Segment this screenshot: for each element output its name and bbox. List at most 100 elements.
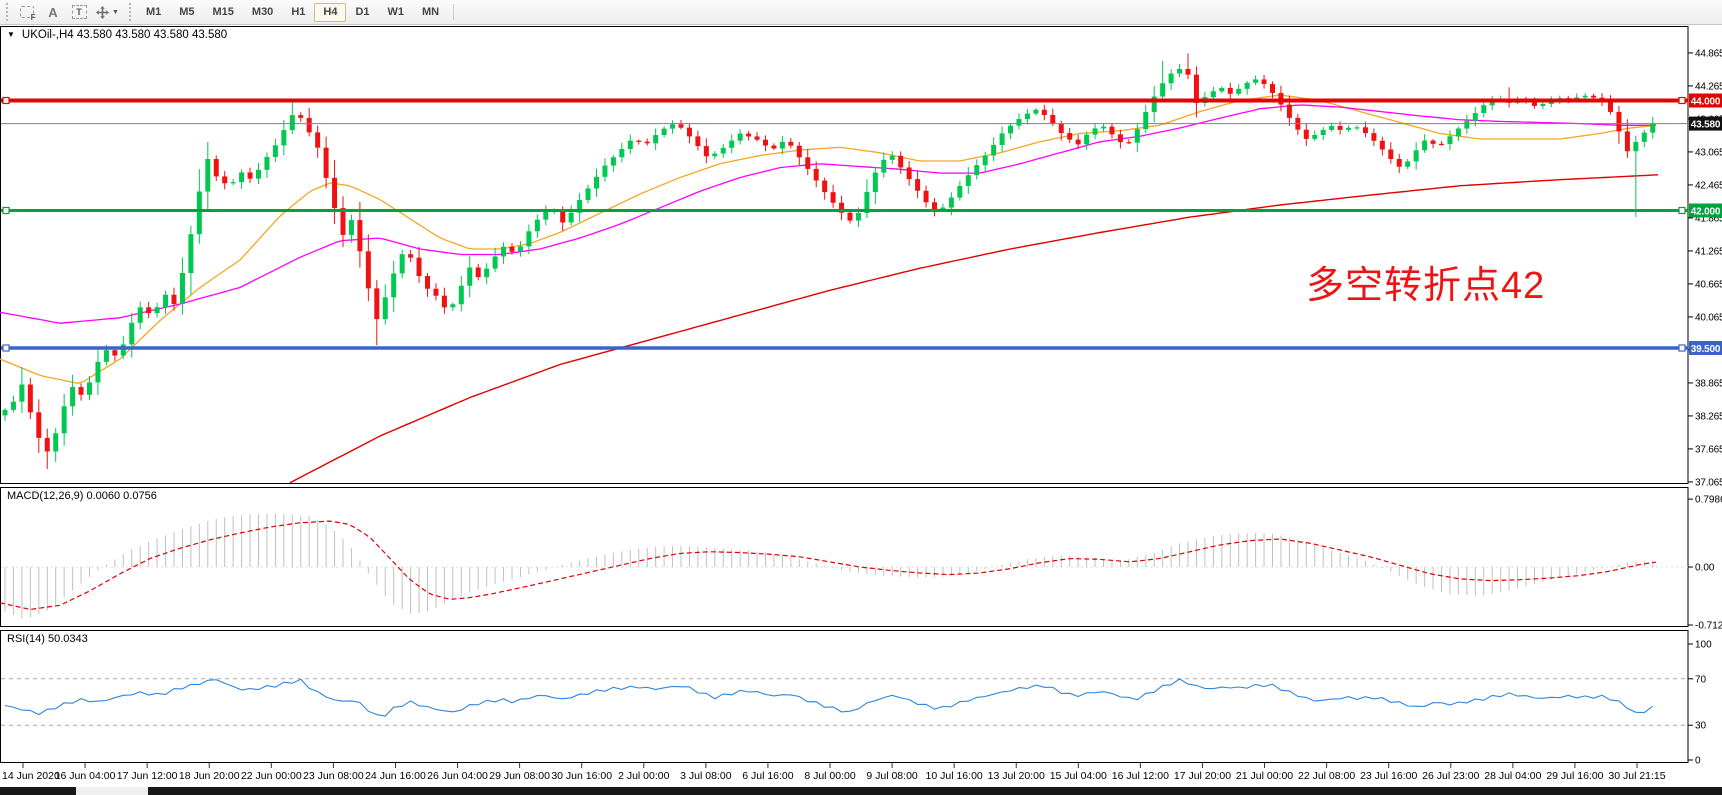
- timeframe-button-h1[interactable]: H1: [282, 3, 314, 22]
- bottom-strip-tab[interactable]: [76, 787, 148, 795]
- time-axis-label: 23 Jul 16:00: [1360, 770, 1417, 782]
- time-axis-label: 16 Jun 04:00: [55, 770, 116, 782]
- price-tag-39.500: 39.500: [1689, 341, 1722, 355]
- chart-symbol-title[interactable]: ▼ UKOil-,H4 43.580 43.580 43.580 43.580: [7, 29, 227, 41]
- time-axis-label: 29 Jul 16:00: [1546, 770, 1603, 782]
- svg-text:41.265: 41.265: [1695, 246, 1722, 257]
- time-axis-label: 22 Jun 00:00: [241, 770, 302, 782]
- macd-indicator-label: MACD(12,26,9) 0.0060 0.0756: [7, 490, 157, 502]
- price-chart-svg[interactable]: 44.86544.26543.66543.06542.46541.86541.2…: [0, 25, 1722, 795]
- svg-text:44.865: 44.865: [1695, 48, 1722, 59]
- time-axis-label: 29 Jun 08:00: [489, 770, 550, 782]
- macd-panel-frame: [0, 487, 1689, 627]
- rsi-axis: 100 70 30 0: [1688, 640, 1712, 767]
- time-axis-label: 26 Jul 23:00: [1422, 770, 1479, 782]
- font-tool-icon: A: [48, 4, 58, 20]
- time-axis-label: 6 Jul 16:00: [742, 770, 794, 782]
- frame-tool-icon: F: [19, 5, 36, 22]
- hline-handle[interactable]: [2, 344, 10, 352]
- svg-text:42.465: 42.465: [1695, 180, 1722, 191]
- text-tool-button[interactable]: T: [66, 2, 92, 23]
- rsi-indicator-label: RSI(14) 50.0343: [7, 633, 88, 645]
- svg-text:0.7986: 0.7986: [1695, 495, 1722, 506]
- timeframe-button-d1[interactable]: D1: [346, 3, 378, 22]
- rsi-panel-frame: [0, 630, 1689, 763]
- symbol-ohlc-text: UKOil-,H4 43.580 43.580 43.580 43.580: [21, 29, 228, 41]
- svg-text:38.265: 38.265: [1695, 411, 1722, 422]
- rsi-layer: [1, 678, 1688, 726]
- hline-handle[interactable]: [1678, 344, 1686, 352]
- time-axis-label: 15 Jul 04:00: [1050, 770, 1107, 782]
- svg-text:37.065: 37.065: [1695, 477, 1722, 488]
- ma-mid-line: [0, 94, 1657, 384]
- svg-text:40.065: 40.065: [1695, 312, 1722, 323]
- hline-handle[interactable]: [2, 206, 10, 215]
- font-tool-button[interactable]: A: [40, 2, 66, 23]
- time-axis-label: 10 Jul 16:00: [926, 770, 983, 782]
- chart-annotation-text: 多空转折点42: [1306, 265, 1546, 307]
- hline-handle[interactable]: [2, 96, 10, 105]
- hline-handle[interactable]: [1678, 96, 1686, 105]
- timeframe-button-h4[interactable]: H4: [314, 2, 347, 22]
- time-axis-label: 30 Jul 21:15: [1608, 770, 1665, 782]
- ma-fast-line: [0, 104, 1656, 324]
- main-panel-frame: [0, 26, 1689, 484]
- time-axis-label: 13 Jul 20:00: [988, 770, 1045, 782]
- price-axis: 44.86544.26543.66543.06542.46541.86541.2…: [1688, 48, 1722, 488]
- svg-text:41.865: 41.865: [1695, 213, 1722, 224]
- svg-text:30: 30: [1695, 721, 1707, 732]
- svg-text:-0.7124: -0.7124: [1695, 621, 1722, 632]
- toolbar-separator: [453, 4, 455, 20]
- candles-layer: [2, 53, 1656, 469]
- time-axis-label: 9 Jul 08:00: [866, 770, 918, 782]
- time-axis-label: 17 Jun 12:00: [117, 770, 178, 782]
- rsi-line: [4, 678, 1654, 717]
- time-axis-label: 17 Jul 20:00: [1174, 770, 1231, 782]
- svg-text:0: 0: [1695, 756, 1701, 767]
- time-axis-label: 22 Jul 08:00: [1298, 770, 1355, 782]
- bid-price-tag: 43.580: [1689, 116, 1722, 131]
- ma-slow-line: [289, 174, 1659, 484]
- svg-text:42.000: 42.000: [1691, 206, 1721, 217]
- drawing-tools-dropdown[interactable]: ▼: [92, 2, 123, 23]
- timeframe-button-mn[interactable]: MN: [413, 3, 448, 22]
- svg-text:44.265: 44.265: [1695, 81, 1722, 92]
- svg-text:44.000: 44.000: [1691, 96, 1721, 107]
- svg-text:0.00: 0.00: [1695, 563, 1715, 574]
- time-axis-label: 30 Jun 16:00: [551, 770, 612, 782]
- hline-handle[interactable]: [1678, 206, 1686, 215]
- svg-text:100: 100: [1695, 640, 1712, 651]
- timeframe-toolbar: M1 M5 M15 M30 H1 H4 D1 W1 MN: [137, 2, 448, 22]
- toolbar-grip-2[interactable]: [128, 3, 131, 21]
- time-axis-label: 24 Jun 16:00: [365, 770, 426, 782]
- macd-signal-line: [0, 520, 1657, 611]
- move-arrows-icon: [96, 5, 109, 19]
- svg-text:37.665: 37.665: [1695, 444, 1722, 455]
- svg-text:40.665: 40.665: [1695, 279, 1722, 290]
- frame-tool-button[interactable]: F: [14, 2, 40, 23]
- svg-text:39.500: 39.500: [1691, 344, 1721, 355]
- time-axis-label: 2 Jul 00:00: [618, 770, 670, 782]
- time-axis-label: 21 Jul 00:00: [1236, 770, 1293, 782]
- time-axis-label: 8 Jul 00:00: [804, 770, 856, 782]
- time-axis-label: 3 Jul 08:00: [680, 770, 732, 782]
- timeframe-button-m30[interactable]: M30: [243, 3, 282, 22]
- time-axis-label: 18 Jun 20:00: [179, 770, 240, 782]
- time-axis-label: 16 Jul 12:00: [1112, 770, 1169, 782]
- collapse-arrow-icon[interactable]: ▼: [7, 30, 15, 39]
- toolbar-grip[interactable]: [6, 3, 8, 21]
- svg-text:43.065: 43.065: [1695, 147, 1722, 158]
- time-axis-label: 23 Jun 08:00: [303, 770, 364, 782]
- timeframe-button-m5[interactable]: M5: [170, 3, 203, 22]
- svg-text:70: 70: [1695, 674, 1707, 685]
- timeframe-button-m15[interactable]: M15: [204, 3, 243, 22]
- price-tag-42.000: 42.000: [1689, 203, 1722, 218]
- level-lines-layer: [1, 96, 1688, 352]
- toolbar: F A T ▼ M1 M5 M15 M30 H1 H4 D1 W1 MN: [0, 0, 1722, 25]
- text-tool-icon: T: [71, 5, 87, 19]
- svg-text:38.865: 38.865: [1695, 378, 1722, 389]
- timeframe-button-w1[interactable]: W1: [379, 3, 414, 22]
- bottom-window-strip: [0, 787, 1722, 795]
- timeframe-button-m1[interactable]: M1: [137, 3, 170, 22]
